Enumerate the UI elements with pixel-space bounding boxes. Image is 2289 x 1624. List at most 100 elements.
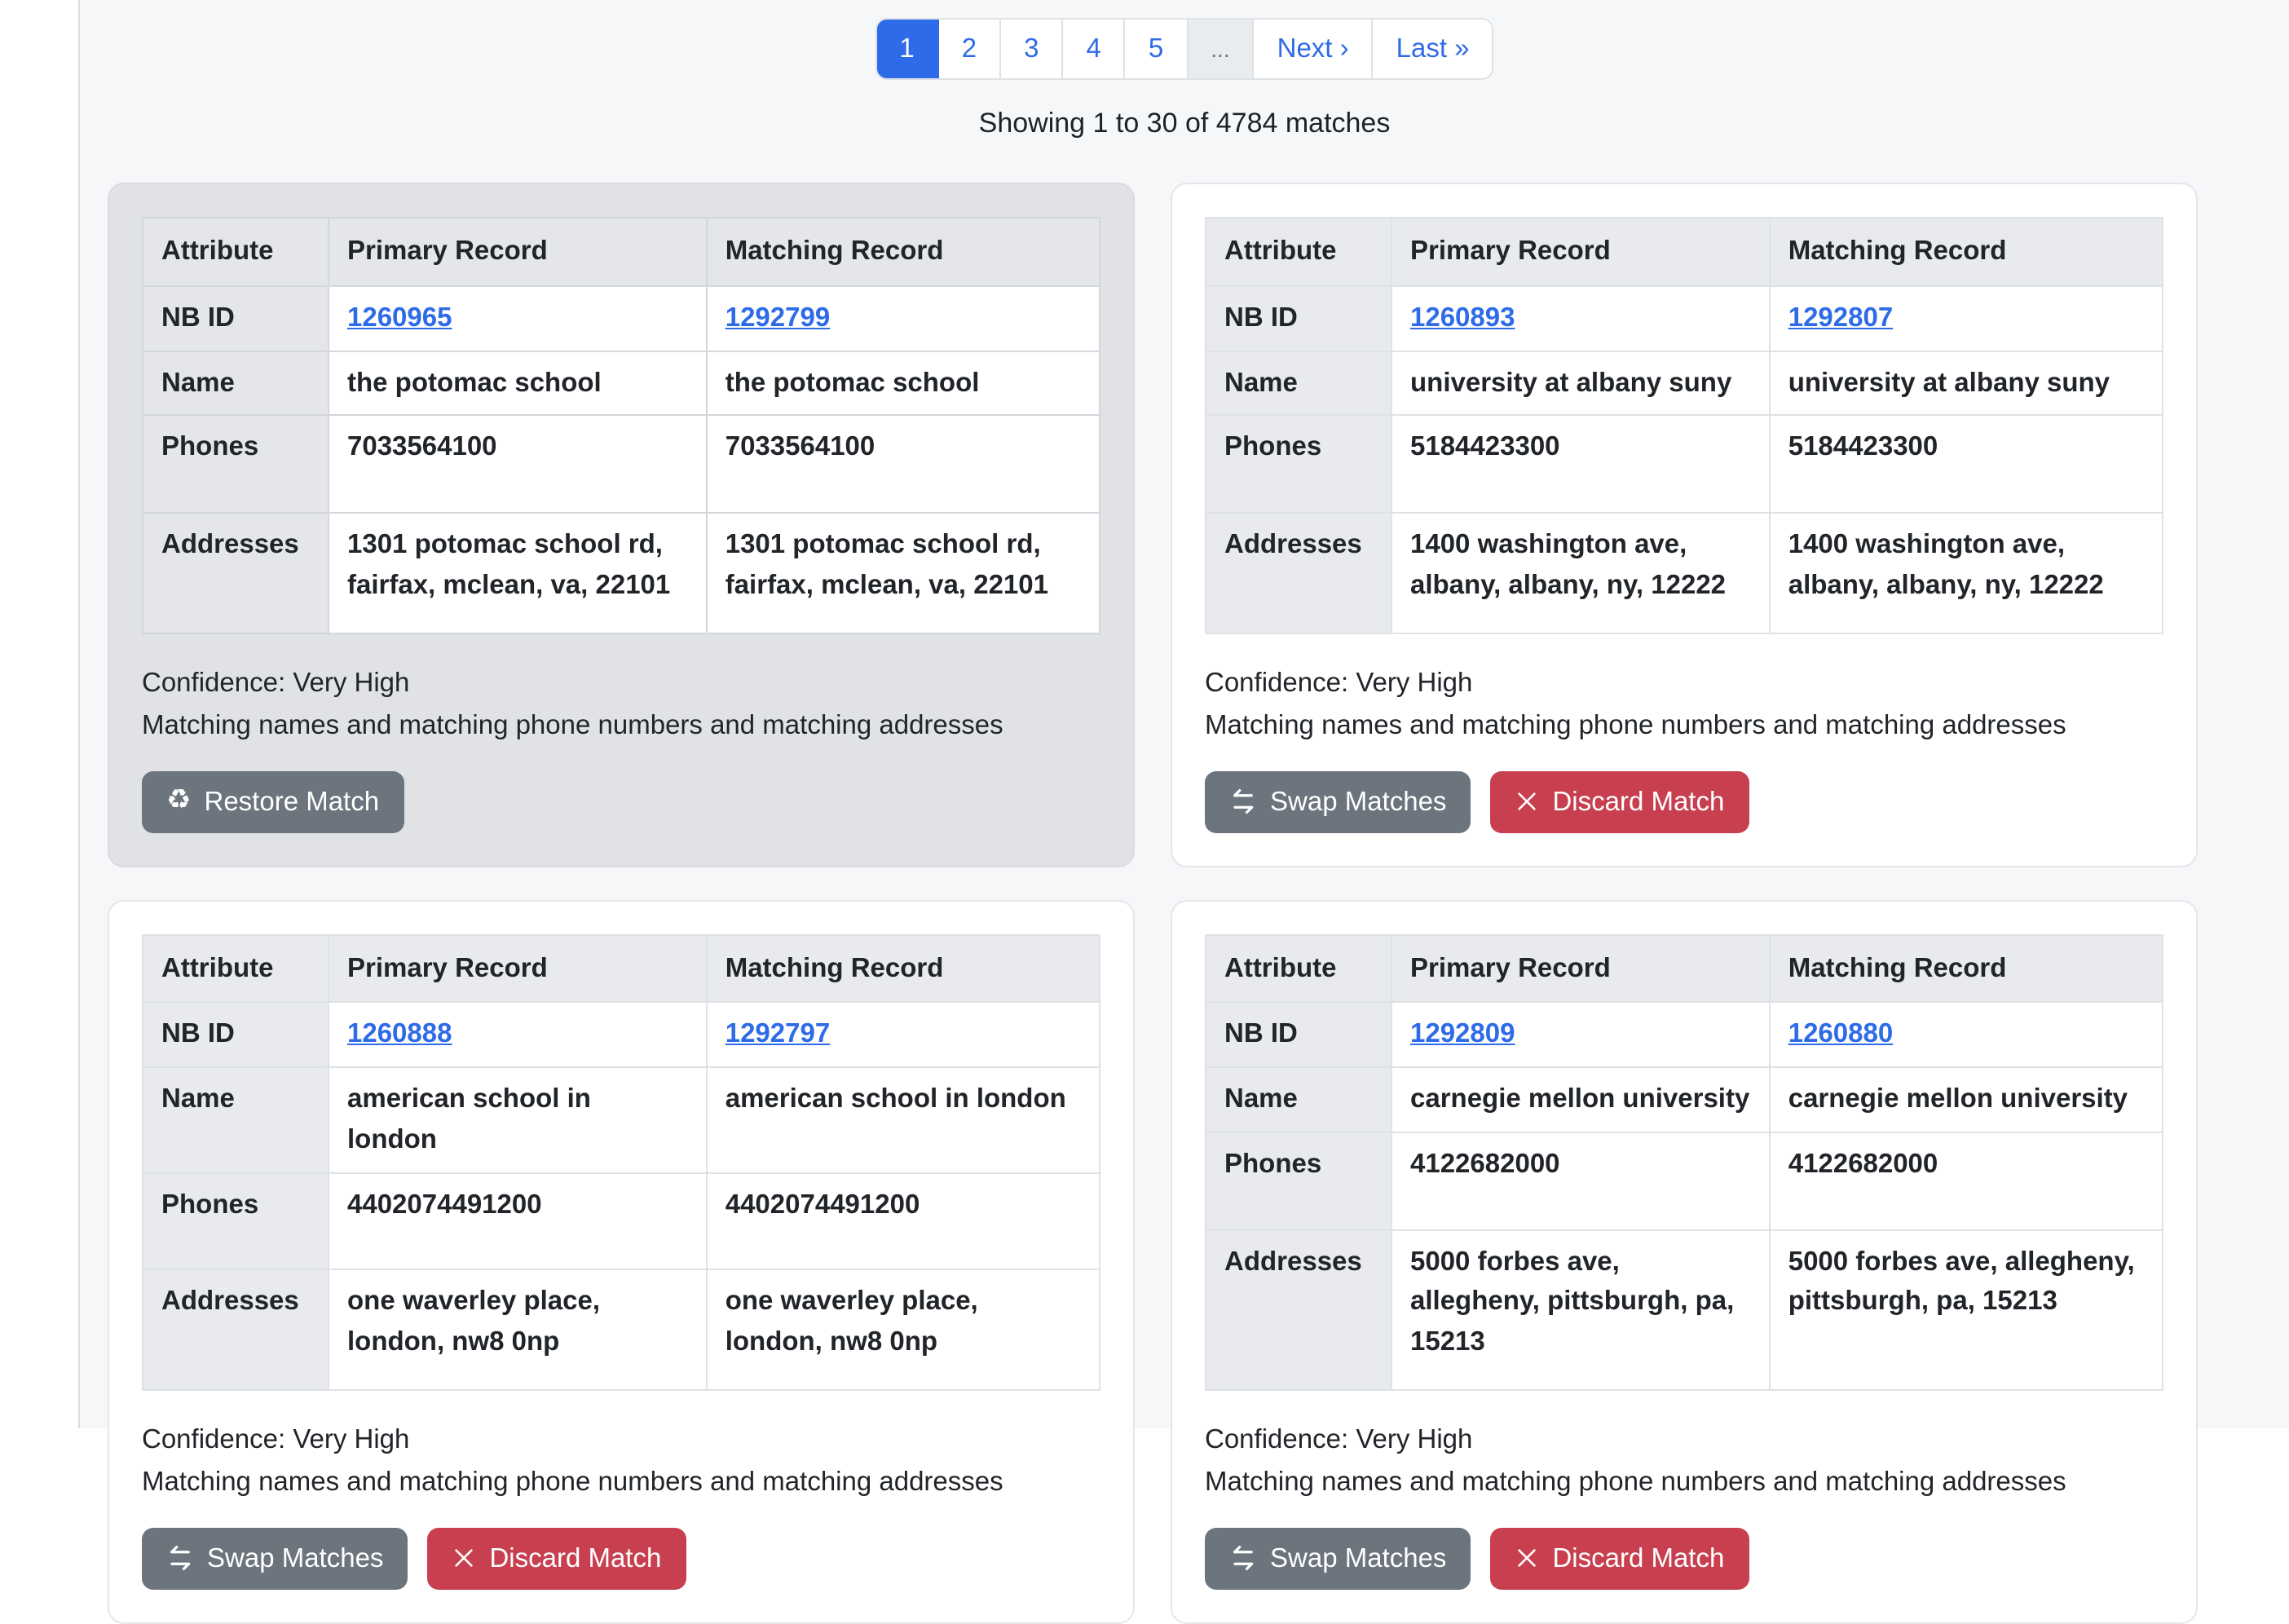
discard-match-button[interactable]: Discard Match (1490, 770, 1749, 832)
col-header-matching: Matching Record (1768, 217, 2164, 287)
primary-name: university at albany suny (1391, 350, 1771, 417)
row-label-addresses: Addresses (142, 512, 329, 633)
restore-match-label: Restore Match (204, 787, 380, 816)
matching-phone: 4402074491200 (705, 1172, 1101, 1271)
discard-match-button[interactable]: Discard Match (427, 1527, 686, 1590)
discard-match-label: Discard Match (489, 1543, 662, 1573)
swap-matches-label: Swap Matches (1270, 1543, 1447, 1573)
col-header-attribute: Attribute (1205, 933, 1392, 1004)
primary-name: american school in london (328, 1066, 708, 1173)
primary-record-link[interactable]: 1292809 (1410, 1019, 1515, 1049)
confidence-block: Confidence: Very High Matching names and… (1205, 1419, 2163, 1503)
confidence-label: Confidence: (142, 668, 286, 697)
matching-address: 1400 washington ave, albany, albany, ny,… (1768, 512, 2164, 633)
col-header-matching: Matching Record (705, 933, 1101, 1004)
restore-match-button[interactable]: ♻ Restore Match (142, 770, 404, 832)
row-label-addresses: Addresses (142, 1269, 329, 1391)
row-label-name: Name (1205, 1066, 1392, 1133)
swap-matches-button[interactable]: Swap Matches (142, 1527, 408, 1590)
pagination-page-1[interactable]: 1 (876, 20, 939, 78)
row-label-nb-id: NB ID (1205, 285, 1392, 351)
matching-record-link[interactable]: 1292799 (725, 302, 831, 333)
matching-phone: 5184423300 (1768, 414, 2164, 514)
pagination-page-2[interactable]: 2 (938, 20, 1002, 78)
match-cards-grid: Attribute Primary Record Matching Record… (80, 140, 2289, 1624)
confidence-value: Very High (293, 1424, 410, 1454)
row-label-nb-id: NB ID (142, 1001, 329, 1068)
match-count-summary: Showing 1 to 30 of 4784 matches (978, 108, 1391, 139)
card-actions: ♻ Restore Match (142, 770, 1100, 832)
col-header-primary: Primary Record (328, 217, 708, 287)
card-actions: Swap Matches Discard Match (142, 1527, 1100, 1590)
col-header-attribute: Attribute (1205, 217, 1392, 287)
confidence-value: Very High (1356, 668, 1473, 697)
col-header-matching: Matching Record (705, 217, 1101, 287)
row-label-nb-id: NB ID (1205, 1001, 1392, 1068)
pagination-page-4[interactable]: 4 (1063, 20, 1126, 78)
match-reason: Matching names and matching phone number… (1205, 710, 2066, 739)
matching-record-link[interactable]: 1292797 (725, 1019, 831, 1049)
matching-record-link[interactable]: 1260880 (1788, 1019, 1894, 1049)
primary-address: 1400 washington ave, albany, albany, ny,… (1391, 512, 1771, 633)
primary-record-link[interactable]: 1260965 (347, 302, 452, 333)
swap-matches-label: Swap Matches (207, 1543, 384, 1573)
primary-address: one waverley place, london, nw8 0np (328, 1269, 708, 1391)
row-label-phones: Phones (142, 414, 329, 514)
pagination-ellipsis: ... (1188, 20, 1255, 78)
row-label-name: Name (142, 1066, 329, 1173)
discard-match-label: Discard Match (1552, 787, 1725, 816)
primary-phone: 4402074491200 (328, 1172, 708, 1271)
content-panel: 1 2 3 4 5 ... Next › Last » Showing 1 to… (78, 0, 2289, 1624)
match-reason: Matching names and matching phone number… (142, 1467, 1003, 1497)
row-label-addresses: Addresses (1205, 1228, 1392, 1391)
confidence-block: Confidence: Very High Matching names and… (142, 661, 1100, 746)
primary-record-link[interactable]: 1260893 (1410, 302, 1515, 333)
x-icon (1515, 789, 1539, 814)
match-reason: Matching names and matching phone number… (142, 710, 1003, 739)
primary-address: 1301 potomac school rd, fairfax, mclean,… (328, 512, 708, 633)
swap-icon (1229, 1545, 1257, 1573)
pagination-next-button[interactable]: Next › (1254, 20, 1374, 78)
pagination-page-3[interactable]: 3 (1001, 20, 1064, 78)
row-label-phones: Phones (142, 1172, 329, 1271)
matching-name: the potomac school (705, 350, 1101, 417)
matching-name: american school in london (705, 1066, 1101, 1173)
pagination: 1 2 3 4 5 ... Next › Last » (875, 18, 1494, 80)
row-label-phones: Phones (1205, 1131, 1392, 1230)
swap-icon (1229, 788, 1257, 815)
match-card-discarded: Attribute Primary Record Matching Record… (108, 183, 1135, 867)
primary-name: carnegie mellon university (1391, 1066, 1771, 1133)
card-actions: Swap Matches Discard Match (1205, 770, 2163, 832)
swap-icon (166, 1545, 194, 1573)
x-icon (452, 1547, 476, 1571)
row-label-phones: Phones (1205, 414, 1392, 514)
swap-matches-button[interactable]: Swap Matches (1205, 1527, 1471, 1590)
match-card: Attribute Primary Record Matching Record… (1171, 183, 2198, 867)
primary-phone: 4122682000 (1391, 1131, 1771, 1230)
primary-record-link[interactable]: 1260888 (347, 1019, 452, 1049)
swap-matches-label: Swap Matches (1270, 787, 1447, 816)
primary-phone: 5184423300 (1391, 414, 1771, 514)
match-card: Attribute Primary Record Matching Record… (108, 899, 1135, 1624)
page-root: 1 2 3 4 5 ... Next › Last » Showing 1 to… (78, 0, 2289, 1624)
col-header-attribute: Attribute (142, 217, 329, 287)
match-table: Attribute Primary Record Matching Record… (142, 217, 1101, 633)
row-label-addresses: Addresses (1205, 512, 1392, 633)
swap-matches-button[interactable]: Swap Matches (1205, 770, 1471, 832)
matching-name: carnegie mellon university (1768, 1066, 2164, 1133)
col-header-matching: Matching Record (1768, 933, 2164, 1004)
matching-address: 1301 potomac school rd, fairfax, mclean,… (705, 512, 1101, 633)
discard-match-button[interactable]: Discard Match (1490, 1527, 1749, 1590)
match-table: Attribute Primary Record Matching Record… (1205, 217, 2164, 633)
confidence-label: Confidence: (1205, 668, 1349, 697)
match-table: Attribute Primary Record Matching Record… (1205, 933, 2164, 1391)
row-label-nb-id: NB ID (142, 285, 329, 351)
pagination-last-button[interactable]: Last » (1373, 20, 1493, 78)
confidence-label: Confidence: (1205, 1424, 1349, 1454)
pagination-wrap: 1 2 3 4 5 ... Next › Last » (80, 18, 2289, 80)
matching-address: one waverley place, london, nw8 0np (705, 1269, 1101, 1391)
row-label-name: Name (142, 350, 329, 417)
matching-record-link[interactable]: 1292807 (1788, 302, 1894, 333)
pagination-page-5[interactable]: 5 (1125, 20, 1189, 78)
primary-phone: 7033564100 (328, 414, 708, 514)
